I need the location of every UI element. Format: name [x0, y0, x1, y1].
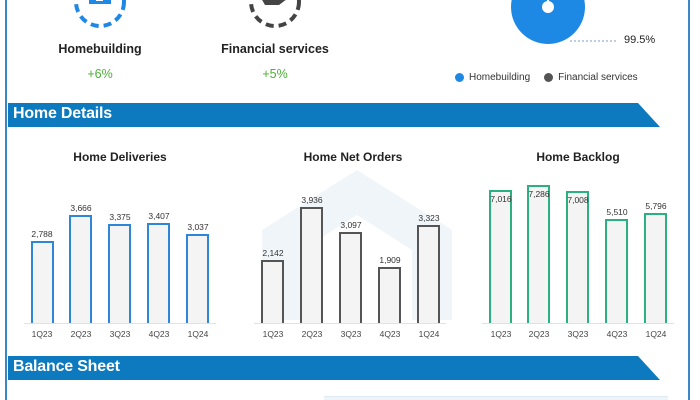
bar-value: 7,008	[567, 195, 589, 205]
bar-value: 3,407	[148, 211, 170, 221]
legend-dot-icon	[544, 73, 554, 82]
bar-backlog-2q23	[527, 185, 550, 323]
bar-backlog-1q23	[489, 190, 512, 323]
home-details-banner: Home Details	[8, 103, 660, 127]
bar-value: 5,796	[645, 201, 667, 211]
legend-label: Financial services	[558, 72, 638, 83]
revenue-pie-chart	[511, 0, 585, 44]
pie-leader-line	[570, 40, 618, 42]
bar-deliveries-4q23	[147, 223, 170, 323]
segment-change-homebuilding: +6%	[87, 67, 113, 81]
bar-category: 1Q24	[187, 329, 209, 339]
bar-value: 7,286	[528, 189, 550, 199]
legend-label: Homebuilding	[469, 72, 531, 83]
pie-percentage-label: 99.5%	[624, 34, 656, 46]
bar-net-orders-4q23	[378, 267, 401, 323]
pie-legend: Homebuilding Financial services	[455, 72, 638, 83]
bar-category: 3Q23	[567, 329, 589, 339]
balance-sheet-banner: Balance Sheet	[8, 356, 660, 380]
bar-category: 3Q23	[340, 329, 362, 339]
bar-category: 3Q23	[109, 329, 131, 339]
section-title: Balance Sheet	[13, 358, 120, 375]
section-title: Home Details	[13, 105, 112, 122]
bar-deliveries-1q23	[31, 241, 54, 323]
bar-value: 3,037	[187, 222, 209, 232]
bar-value: 3,097	[340, 220, 362, 230]
bar-category: 1Q23	[490, 329, 512, 339]
bar-category: 1Q24	[418, 329, 440, 339]
hand-money-icon	[249, 0, 301, 28]
bar-value: 2,142	[262, 248, 284, 258]
bar-value: 5,510	[606, 207, 628, 217]
bar-net-orders-1q24	[417, 225, 440, 323]
bar-deliveries-2q23	[69, 215, 92, 323]
bar-category: 4Q23	[606, 329, 628, 339]
bar-backlog-1q24	[644, 213, 667, 323]
segment-label-homebuilding: Homebuilding	[58, 42, 142, 56]
bar-category: 4Q23	[379, 329, 401, 339]
bar-net-orders-1q23	[261, 260, 284, 323]
bar-value: 2,788	[31, 229, 53, 239]
bar-value: 3,666	[70, 203, 92, 213]
legend-item-financial-services: Financial services	[544, 72, 638, 83]
legend-item-homebuilding: Homebuilding	[455, 72, 530, 83]
bar-deliveries-3q23	[108, 224, 131, 323]
bar-category: 1Q23	[262, 329, 284, 339]
bar-value: 3,375	[109, 212, 131, 222]
bar-net-orders-3q23	[339, 232, 362, 323]
house-icon	[74, 0, 126, 28]
chart-title-deliveries: Home Deliveries	[73, 150, 167, 164]
bar-value: 3,936	[301, 195, 323, 205]
bar-category: 1Q24	[645, 329, 667, 339]
legend-dot-icon	[455, 73, 464, 82]
bar-backlog-4q23	[605, 219, 628, 323]
bar-net-orders-2q23	[300, 207, 323, 323]
backlog-axis	[482, 323, 674, 324]
bar-value: 3,323	[418, 213, 440, 223]
chart-title-net-orders: Home Net Orders	[303, 150, 403, 164]
bar-category: 1Q23	[31, 329, 53, 339]
bar-category: 2Q23	[70, 329, 92, 339]
deliveries-axis	[24, 323, 216, 324]
segment-label-financial-services: Financial services	[221, 42, 329, 56]
bar-category: 2Q23	[528, 329, 550, 339]
bar-category: 4Q23	[148, 329, 170, 339]
bar-category: 2Q23	[301, 329, 323, 339]
segment-change-financial-services: +5%	[262, 67, 288, 81]
bar-deliveries-1q24	[186, 234, 209, 323]
bar-backlog-3q23	[566, 191, 589, 323]
chart-title-backlog: Home Backlog	[536, 150, 620, 164]
bar-value: 1,909	[379, 255, 401, 265]
net-orders-axis	[254, 323, 446, 324]
balance-sheet-panel	[324, 396, 668, 400]
page-frame	[5, 0, 690, 400]
bar-value: 7,016	[490, 194, 512, 204]
